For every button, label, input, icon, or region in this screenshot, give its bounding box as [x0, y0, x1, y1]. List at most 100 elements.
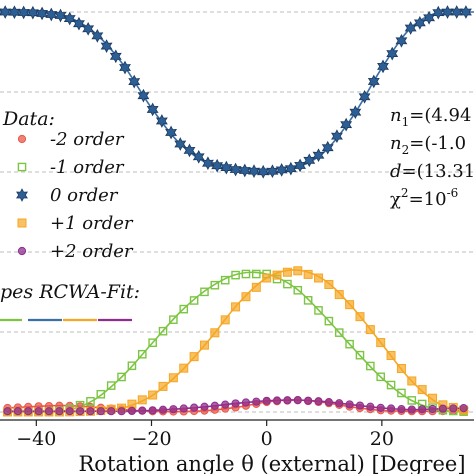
legend-fit-title: pes RCWA-Fit: [0, 281, 140, 303]
data-point-series-4 [345, 400, 354, 409]
data-point-series-2 [367, 74, 380, 89]
data-point-series-2 [63, 11, 76, 26]
data-point-series-4 [407, 405, 416, 414]
data-point-series-2 [459, 5, 472, 19]
data-point-series-3 [251, 282, 261, 292]
data-point-series-4 [96, 407, 105, 416]
data-point-series-3 [314, 273, 324, 283]
fit-lines [0, 10, 474, 413]
data-point-series-2 [36, 6, 49, 21]
data-point-series-4 [75, 407, 85, 416]
data-point-series-4 [117, 407, 126, 416]
data-point-series-1 [86, 396, 95, 406]
data-point-series-2 [211, 158, 224, 173]
data-point-series-4 [449, 404, 458, 413]
data-point-series-4 [138, 406, 147, 415]
data-point-series-3 [386, 351, 396, 361]
data-point-series-2 [26, 5, 39, 20]
data-point-series-2 [395, 33, 408, 48]
data-point-series-2 [220, 160, 233, 175]
data-point-series-4 [241, 398, 251, 407]
data-point-series-4 [386, 404, 396, 413]
data-point-series-2 [174, 137, 187, 151]
data-point-series-3 [210, 328, 220, 338]
data-point-series-3 [293, 266, 303, 276]
data-point-series-1 [179, 304, 189, 314]
data-point-series-4 [283, 396, 292, 405]
data-point-series-2 [386, 46, 399, 61]
data-point-series-4 [397, 404, 406, 414]
data-point-series-3 [148, 390, 158, 400]
data-point-series-2 [165, 125, 178, 140]
data-point-series-2 [201, 156, 214, 171]
data-point-series-2 [45, 7, 58, 22]
data-point-series-4 [231, 399, 240, 408]
data-point-series-2 [109, 49, 122, 64]
data-point-series-4 [65, 407, 74, 416]
data-point-series-3 [428, 393, 438, 403]
chi-annotation: χ2=10-6 [390, 186, 458, 210]
legend-label: -2 order [50, 129, 125, 150]
data-point-series-1 [397, 388, 406, 398]
data-point-series-4 [158, 405, 168, 414]
data-point-series-2 [238, 163, 251, 178]
data-point-series-3 [303, 269, 313, 279]
data-point-series-1 [137, 349, 147, 359]
d-annotation: d=(13.31 [390, 161, 474, 182]
legend-label: 0 order [50, 185, 119, 206]
data-point-series-2 [8, 5, 21, 20]
data-point-series-1 [283, 279, 292, 289]
data-point-series-4 [272, 396, 282, 405]
legend-label: +1 order [50, 213, 134, 234]
data-point-series-2 [183, 143, 196, 158]
data-point-series-4 [34, 407, 43, 416]
x-tick-label: −20 [131, 428, 171, 450]
data-point-series-3 [282, 267, 292, 277]
n2-annotation: n2=(-1.0 [390, 133, 466, 157]
data-point-series-4 [169, 405, 178, 414]
data-point-series-4 [24, 407, 33, 416]
data-point-series-2 [441, 5, 454, 19]
x-tick-label: 20 [370, 428, 394, 450]
data-point-series-4 [44, 407, 54, 416]
data-point-series-1 [189, 296, 199, 305]
data-point-series-2 [432, 5, 445, 20]
data-point-series-3 [365, 325, 375, 335]
data-point-series-2 [312, 148, 325, 163]
data-point-series-3 [231, 302, 241, 312]
data-point-series-4 [127, 406, 137, 416]
data-point-series-4 [314, 397, 323, 406]
data-point-series-4 [324, 398, 333, 407]
data-markers [0, 5, 472, 417]
data-point-series-3 [220, 315, 230, 325]
data-point-series-3 [158, 381, 168, 391]
data-point-series-4 [210, 401, 219, 410]
data-point-series-2 [119, 60, 131, 75]
data-point-series-1 [169, 315, 178, 324]
data-point-series-1 [158, 326, 168, 336]
data-point-series-3 [376, 338, 386, 348]
fit-line-series-1 [7, 271, 469, 413]
data-point-series-4 [190, 403, 199, 412]
data-point-series-2 [284, 161, 297, 176]
data-point-series-3 [345, 300, 355, 310]
data-point-series-1 [314, 306, 323, 315]
data-point-series-3 [179, 363, 189, 373]
n1-annotation: n1=(4.94 [390, 105, 471, 129]
data-point-series-2 [0, 5, 12, 19]
data-point-series-2 [349, 105, 362, 120]
data-point-series-1 [106, 381, 116, 390]
data-point-series-4 [355, 401, 365, 410]
legend-marker [17, 162, 27, 172]
data-point-series-2 [100, 39, 113, 53]
legend-entries: -2 order -1 order 0 order +1 order +2 order [16, 129, 134, 262]
fit-parameters: n1=(4.94 n2=(-1.0 d=(13.31 χ2=10-6 [390, 105, 474, 210]
data-point-series-3 [334, 290, 344, 300]
data-point-series-4 [221, 400, 230, 409]
data-point-series-3 [417, 385, 427, 395]
data-point-series-4 [376, 403, 385, 412]
legend: Data: -2 order -1 order 0 order +1 order +2 … [0, 108, 140, 322]
legend-marker [17, 134, 27, 144]
data-point-series-2 [192, 149, 205, 164]
data-point-series-3 [137, 395, 147, 405]
